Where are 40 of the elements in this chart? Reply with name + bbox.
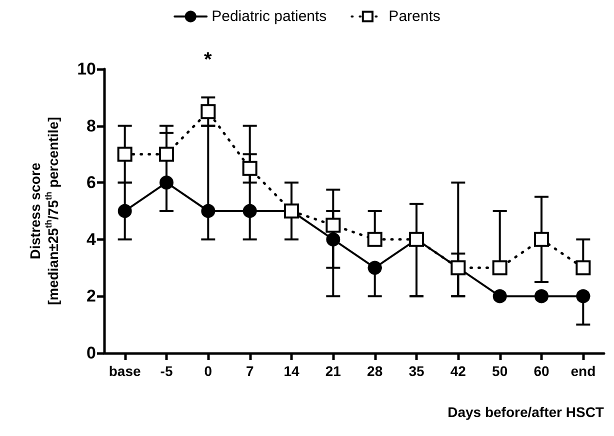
x-tick-label: 21 (325, 363, 342, 379)
x-tick-label: 7 (246, 363, 254, 379)
point (368, 260, 382, 275)
legend-label: Parents (388, 8, 440, 25)
x-tick-label: 0 (204, 363, 212, 379)
x-tick-label: 14 (284, 363, 300, 379)
x-tick-label: -5 (160, 363, 173, 379)
point (118, 204, 132, 218)
y-tick-label: 2 (86, 286, 96, 306)
y-tick-label: 0 (86, 344, 96, 362)
point (492, 289, 507, 304)
x-tick-label: 28 (367, 363, 383, 379)
point (200, 104, 216, 120)
y-tick-label: 6 (86, 173, 96, 192)
point (326, 218, 341, 233)
annotation: * (204, 49, 212, 71)
point (534, 232, 549, 247)
y-tick-label: 4 (86, 230, 97, 249)
x-tick-label: end (570, 363, 596, 379)
x-axis-title: Days before/after HSCT (448, 404, 604, 420)
x-tick-label: 60 (534, 363, 550, 379)
x-tick-label: 42 (450, 363, 466, 379)
x-tick-label: 35 (408, 363, 424, 379)
legend-label: Pediatric patients (212, 8, 327, 25)
y-tick-label: 8 (86, 116, 96, 136)
point (201, 204, 216, 218)
point (576, 289, 590, 304)
point (534, 289, 548, 304)
point (492, 260, 508, 276)
x-tick-label: 50 (492, 363, 508, 379)
point (242, 204, 257, 218)
point (160, 176, 174, 190)
point (367, 232, 382, 247)
point (576, 260, 591, 276)
x-tick-label: base (108, 363, 141, 379)
point (117, 146, 132, 162)
point (326, 232, 340, 246)
point (159, 146, 174, 162)
point (242, 160, 258, 176)
y-tick-label: 10 (77, 60, 96, 78)
